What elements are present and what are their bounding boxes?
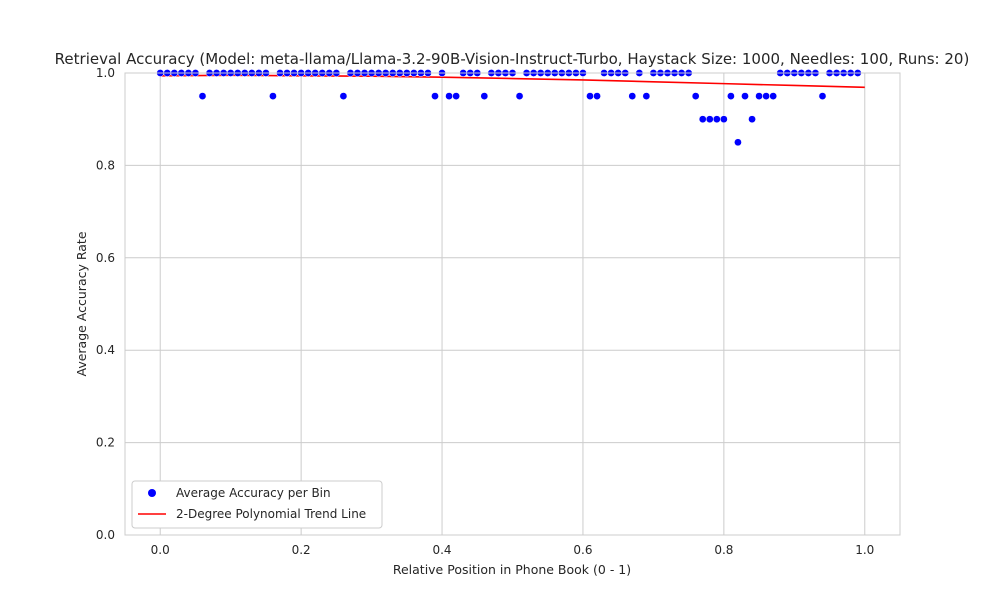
scatter-point	[515, 92, 524, 100]
scatter-point	[727, 92, 735, 100]
chart-title: Retrieval Accuracy (Model: meta-llama/Ll…	[55, 50, 970, 68]
y-tick-label: 0.4	[96, 343, 115, 357]
x-tick-label: 0.4	[432, 543, 451, 557]
scatter-point	[741, 92, 749, 100]
x-tick-label: 0.8	[714, 543, 733, 557]
scatter-point	[431, 92, 439, 100]
scatter-point	[748, 115, 756, 124]
scatter-point	[198, 92, 207, 100]
scatter-point	[480, 92, 489, 100]
legend-label-trend: 2-Degree Polynomial Trend Line	[176, 507, 366, 521]
x-tick-labels: 0.0 0.2 0.4 0.6 0.8 1.0	[151, 543, 875, 557]
y-tick-label: 0.0	[96, 528, 115, 542]
scatter-point	[269, 92, 277, 100]
scatter-point	[339, 92, 348, 100]
scatter-point	[762, 92, 770, 100]
scatter-point	[628, 92, 637, 100]
scatter-point	[712, 115, 721, 124]
x-tick-label: 0.6	[573, 543, 592, 557]
x-tick-label: 1.0	[855, 543, 874, 557]
scatter-point	[452, 92, 460, 100]
scatter-point	[593, 92, 601, 100]
scatter-point	[705, 115, 714, 124]
scatter-point	[769, 92, 778, 100]
scatter-point	[720, 115, 728, 124]
scatter-point	[445, 92, 453, 100]
scatter-point	[818, 92, 827, 100]
y-axis-label: Average Accuracy Rate	[74, 231, 89, 376]
scatter-points	[156, 69, 862, 147]
legend-marker-scatter	[148, 489, 156, 497]
plot-area-background	[125, 73, 900, 535]
plot-frame	[124, 72, 901, 536]
scatter-point	[755, 92, 763, 100]
y-tick-label: 1.0	[96, 66, 115, 80]
scatter-point	[734, 138, 742, 147]
scatter-point	[586, 92, 594, 100]
y-tick-label: 0.8	[96, 158, 115, 172]
x-tick-label: 0.2	[292, 543, 311, 557]
y-tick-labels: 0.0 0.2 0.4 0.6 0.8 1.0	[96, 66, 115, 542]
scatter-point	[691, 92, 700, 100]
legend-label-scatter: Average Accuracy per Bin	[176, 486, 331, 500]
legend-box	[131, 480, 383, 529]
y-tick-label: 0.2	[96, 436, 115, 450]
x-tick-label: 0.0	[151, 543, 170, 557]
scatter-point	[642, 92, 651, 100]
legend: Average Accuracy per Bin 2-Degree Polyno…	[131, 480, 383, 529]
scatter-point	[698, 115, 707, 124]
y-tick-label: 0.6	[96, 251, 115, 265]
x-axis-label: Relative Position in Phone Book (0 - 1)	[393, 562, 631, 577]
